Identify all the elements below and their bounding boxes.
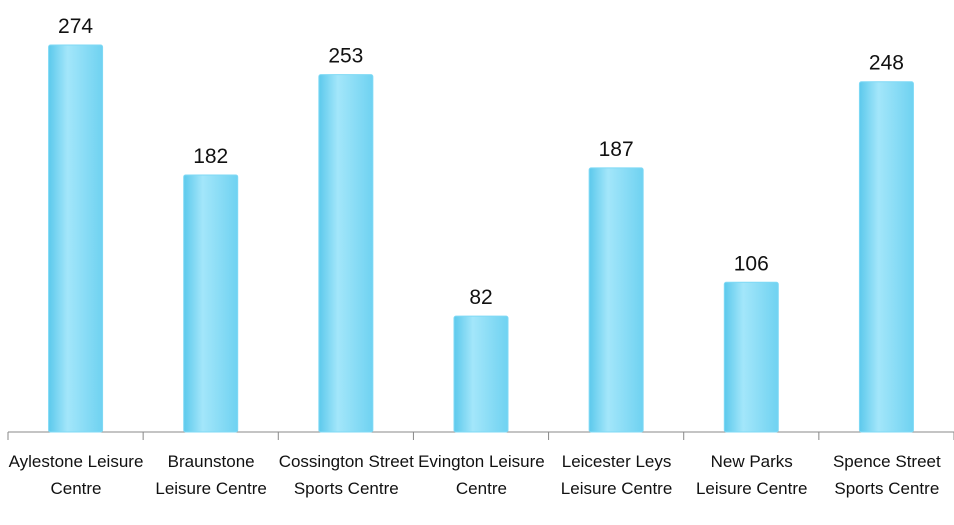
value-label: 106 <box>734 252 769 275</box>
bar <box>453 315 509 433</box>
value-label: 248 <box>869 52 904 75</box>
value-label: 182 <box>193 145 228 168</box>
bar <box>48 44 104 433</box>
value-label: 187 <box>599 138 634 161</box>
bar <box>858 81 914 433</box>
x-tick-label: Aylestone Leisure Centre <box>8 452 144 498</box>
value-label: 274 <box>58 15 93 38</box>
value-label: 253 <box>328 45 363 68</box>
bar <box>723 281 779 433</box>
x-tick-label: Braunstone Leisure Centre <box>155 452 267 498</box>
bar <box>588 167 644 433</box>
bar <box>183 174 239 433</box>
x-tick-label: New Parks Leisure Centre <box>695 452 808 498</box>
bar <box>318 74 374 433</box>
value-label: 82 <box>469 286 492 309</box>
x-tick-label: Evington Leisure Centre <box>418 452 545 498</box>
x-tick-label: Cossington Street Sports Centre <box>278 452 414 498</box>
x-tick-label: Spence Street Sports Centre <box>832 452 941 498</box>
x-tick-label: Leicester Leys Leisure Centre <box>560 452 673 498</box>
